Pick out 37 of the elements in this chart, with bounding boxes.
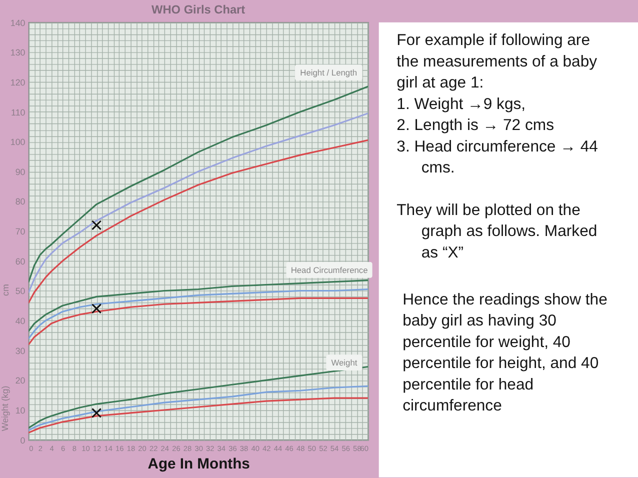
line-series bbox=[28, 297, 368, 346]
text: They will be plotted on the graph as follows. Marked as “X” bbox=[396, 202, 598, 262]
y-tick-label: 80 bbox=[15, 196, 26, 207]
y-tick-label: 60 bbox=[15, 256, 26, 266]
y-tick-label: 10 bbox=[15, 405, 26, 416]
line-series bbox=[28, 288, 368, 340]
y-tick-label: 20 bbox=[15, 376, 26, 386]
y-tick-label: 70 bbox=[15, 226, 26, 237]
y-tick-label: 50 bbox=[15, 286, 26, 296]
line-series bbox=[28, 112, 368, 294]
y-tick-label: 130 bbox=[10, 48, 26, 58]
annotation: Height / Length bbox=[300, 67, 358, 78]
text: 1. Weight →9 kgs, bbox=[396, 96, 526, 113]
y-tick-label: 120 bbox=[10, 77, 26, 88]
y-tick-label: 40 bbox=[15, 316, 26, 326]
x-axis-title: Age In Months bbox=[148, 456, 250, 472]
line-series bbox=[28, 397, 368, 434]
y-tick-label: 110 bbox=[11, 107, 26, 118]
text: For example if following are the measurements of a baby girl at age 1: bbox=[396, 32, 598, 92]
y-axis-title: cm bbox=[0, 284, 10, 296]
annotation: Head Circumference bbox=[290, 264, 368, 275]
y-tick-label: 140 bbox=[10, 18, 26, 28]
text: 3. Head circumference → 44 cms. bbox=[396, 138, 598, 177]
annotation: Weight bbox=[331, 358, 358, 368]
chart-title: WHO Girls Chart bbox=[152, 2, 246, 16]
y-tick-label: 100 bbox=[10, 137, 26, 148]
y-tick-label: 0 bbox=[20, 435, 26, 446]
text: 2. Length is → 72 cms bbox=[396, 117, 554, 134]
line-series bbox=[28, 280, 368, 332]
line-series bbox=[28, 385, 368, 432]
y-tick-label: 30 bbox=[15, 346, 26, 356]
line-series bbox=[28, 366, 368, 429]
line-series bbox=[28, 86, 368, 283]
line-series bbox=[28, 139, 368, 304]
text: Weight (kg) bbox=[0, 386, 10, 432]
text: Hence the readings show the baby girl as having 30 percentile for weight, 40 percentile for height, and 40 percentile for head circumference bbox=[402, 291, 608, 415]
y-tick-label: 90 bbox=[15, 166, 26, 177]
